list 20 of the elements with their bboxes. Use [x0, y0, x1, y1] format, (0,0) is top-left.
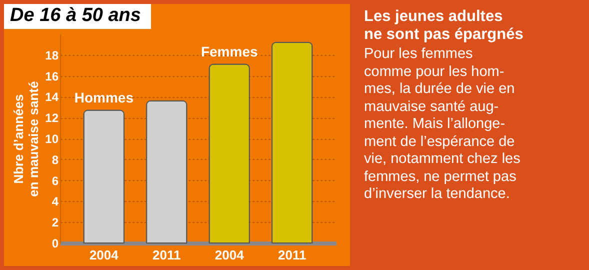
chart-title: De 16 à 50 ans [4, 4, 151, 29]
y-tick-label: 6 [52, 174, 59, 188]
y-tick-label: 8 [52, 152, 59, 167]
x-tick-label: 2004 [214, 248, 245, 262]
text: Pour les femmes comme pour les hom- mes, la durée de vie en mauvaise santé aug- mente. Mais l’allonge- ment de l’espérance de vie, notamment chez les femmes, ne permet pas d’inverser la tendance. [364, 46, 520, 202]
x-tick-label: 2004 [89, 248, 120, 262]
y-tick-label: 10 [45, 132, 59, 146]
y-tick-label: 18 [45, 48, 59, 62]
x-tick-label: 2011 [278, 248, 306, 262]
y-tick-label: 0 [52, 236, 59, 250]
y-tick-label: 16 [45, 69, 59, 84]
y-tick-label: 2 [52, 216, 59, 230]
y-tick-label: 4 [52, 194, 59, 209]
y-tick-label: 12 [45, 111, 59, 126]
y-axis-title: Nbre d’années en mauvaise santé [11, 81, 42, 197]
series-label: Hommes [74, 89, 134, 106]
text: Les jeunes adultes ne sont pas épargnés [364, 8, 524, 44]
x-tick-label: 2011 [152, 248, 181, 262]
series-label: Femmes [200, 43, 258, 60]
y-tick-label: 14 [45, 90, 59, 104]
